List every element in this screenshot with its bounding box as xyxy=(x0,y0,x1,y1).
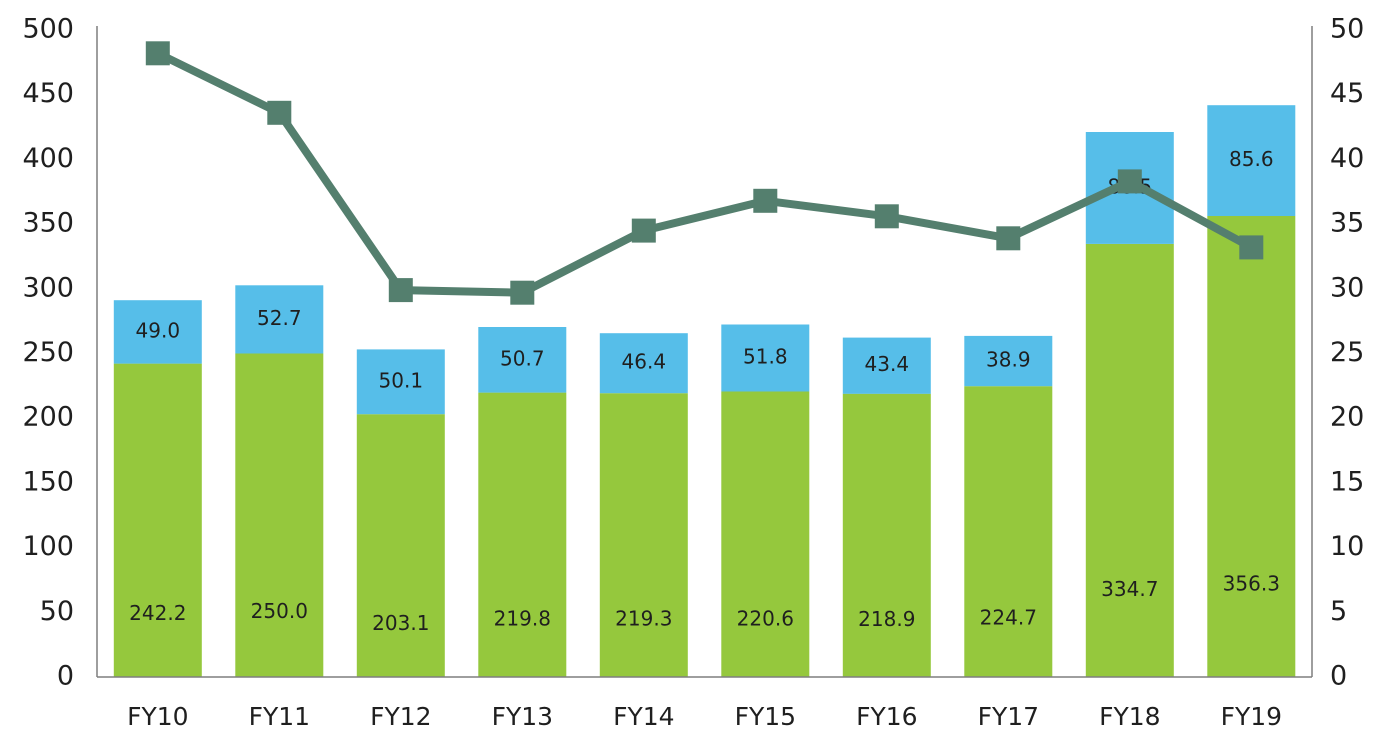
line-point-fy17 xyxy=(996,226,1021,251)
y-right-tick-label: 15 xyxy=(1330,466,1364,497)
bar-fy12-s2 xyxy=(356,349,445,415)
bar-label-fy13-s2: 50.7 xyxy=(500,346,545,370)
bar-label-fy16-s2: 43.4 xyxy=(865,352,910,376)
y-left-tick-label: 500 xyxy=(22,14,74,45)
x-tick-label-fy19: FY19 xyxy=(1221,702,1282,731)
bar-fy13-s2 xyxy=(478,327,567,393)
bar-label-fy14-s2: 46.4 xyxy=(622,350,667,374)
bar-fy16-s2 xyxy=(842,337,931,394)
y-right-tick-label: 10 xyxy=(1330,531,1364,562)
line-point-fy16 xyxy=(874,204,899,229)
y-left-tick-label: 0 xyxy=(57,661,74,692)
bar-fy14-s2 xyxy=(599,333,688,394)
bar-label-fy10-s1: 242.2 xyxy=(129,601,186,625)
y-right-tick-label: 20 xyxy=(1330,402,1364,433)
bar-fy19-s1 xyxy=(1207,215,1296,677)
line-point-fy11 xyxy=(267,100,292,125)
y-right-tick-label: 0 xyxy=(1330,661,1347,692)
y-left-tick-label: 150 xyxy=(22,466,74,497)
y-left-tick-label: 50 xyxy=(40,596,74,627)
bar-label-fy15-s2: 51.8 xyxy=(743,345,788,369)
bar-fy12-s1 xyxy=(356,414,445,677)
bars-layer xyxy=(113,105,1296,677)
bar-fy16-s1 xyxy=(842,393,931,677)
bar-fy10-s1 xyxy=(113,363,202,677)
x-tick-label-fy11: FY11 xyxy=(249,702,310,731)
y-left-tick-label: 450 xyxy=(22,78,74,109)
x-tick-label-fy18: FY18 xyxy=(1099,702,1160,731)
bar-label-fy16-s1: 218.9 xyxy=(858,607,915,631)
bar-label-fy17-s2: 38.9 xyxy=(986,348,1031,372)
y-left-tick-label: 300 xyxy=(22,272,74,303)
bar-label-fy14-s1: 219.3 xyxy=(615,607,672,631)
bar-fy17-s2 xyxy=(964,335,1053,387)
y-left-tick-label: 100 xyxy=(22,531,74,562)
line-series-1 xyxy=(156,49,1254,297)
y-right-tick-label: 40 xyxy=(1330,143,1364,174)
bar-label-fy12-s1: 203.1 xyxy=(372,611,429,635)
bar-fy11-s2 xyxy=(235,285,324,354)
bar-fy10-s2 xyxy=(113,300,202,364)
bar-label-fy19-s2: 85.6 xyxy=(1229,147,1274,171)
bar-label-fy10-s2: 49.0 xyxy=(136,318,181,342)
bar-label-fy15-s1: 220.6 xyxy=(737,606,794,630)
bar-fy17-s1 xyxy=(964,386,1053,677)
y-right-tick-label: 25 xyxy=(1330,337,1364,368)
bar-label-fy17-s1: 224.7 xyxy=(980,605,1037,629)
bar-fy18-s1 xyxy=(1085,243,1174,677)
bar-label-fy18-s1: 334.7 xyxy=(1101,577,1158,601)
bar-fy19-s2 xyxy=(1207,105,1296,216)
y-left-tick-label: 200 xyxy=(22,402,74,433)
x-tick-label-fy16: FY16 xyxy=(856,702,917,731)
x-tick-label-fy13: FY13 xyxy=(492,702,553,731)
line-point-fy15 xyxy=(753,188,778,213)
y-right-tick-label: 45 xyxy=(1330,78,1364,109)
y-right-tick-label: 50 xyxy=(1330,14,1364,45)
x-tick-label-fy17: FY17 xyxy=(978,702,1039,731)
line-point-fy13 xyxy=(510,280,535,305)
y-right-tick-label: 30 xyxy=(1330,272,1364,303)
y-right-tick-label: 35 xyxy=(1330,208,1364,239)
bar-fy15-s2 xyxy=(721,324,810,392)
bar-label-fy12-s2: 50.1 xyxy=(379,368,424,392)
bar-fy13-s1 xyxy=(478,392,567,677)
bar-label-fy11-s2: 52.7 xyxy=(257,306,302,330)
x-tick-label-fy14: FY14 xyxy=(613,702,674,731)
x-tick-label-fy12: FY12 xyxy=(370,702,431,731)
bar-fy14-s1 xyxy=(599,393,688,677)
y-left-tick-label: 350 xyxy=(22,208,74,239)
x-tick-label-fy10: FY10 xyxy=(127,702,188,731)
y-left-tick-label: 250 xyxy=(22,337,74,368)
line-point-fy10 xyxy=(145,41,170,66)
line-point-fy19 xyxy=(1239,235,1264,260)
bar-labels-layer: 242.2 49.0 250.0 52.7 203.1 50.1 219.8 50.7 219.… xyxy=(129,147,1280,635)
y-left-tick-label: 400 xyxy=(22,143,74,174)
bar-fy11-s1 xyxy=(235,353,324,677)
line-point-fy14 xyxy=(631,218,656,243)
line-point-fy12 xyxy=(388,278,413,303)
y-right-tick-label: 5 xyxy=(1330,596,1347,627)
bar-label-fy19-s1: 356.3 xyxy=(1223,571,1280,595)
x-tick-label-fy15: FY15 xyxy=(735,702,796,731)
line-point-fy18 xyxy=(1117,169,1142,194)
bar-label-fy11-s1: 250.0 xyxy=(251,599,308,623)
axes-layer: 0 50 100 150 200 250 300 350 400 450 500 0 5 10 15 20 25… xyxy=(22,14,1364,732)
bar-fy15-s1 xyxy=(721,391,810,677)
bar-label-fy13-s1: 219.8 xyxy=(494,607,551,631)
line-layer xyxy=(145,41,1264,305)
